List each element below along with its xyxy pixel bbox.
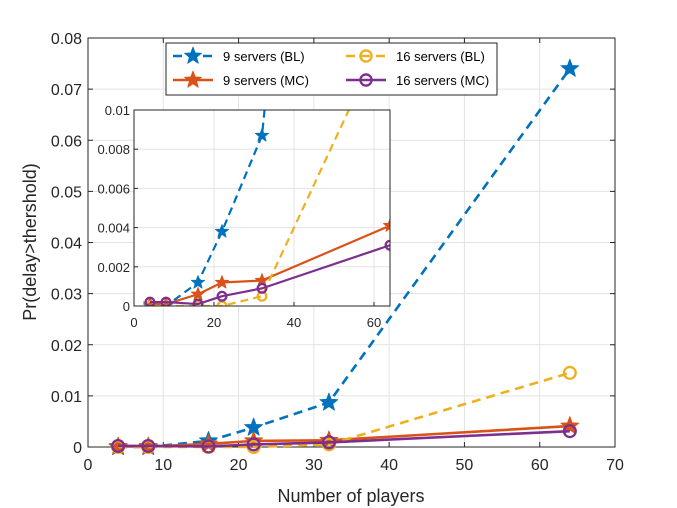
main-series — [108, 58, 580, 456]
series-line-1 — [118, 67, 571, 449]
legend — [165, 42, 498, 96]
inset-x-tick-label: 60 — [367, 315, 381, 330]
inset-data-point-s2 — [214, 275, 230, 289]
inset-data-point-s4 — [384, 239, 390, 251]
y-tick-label: 0.03 — [51, 287, 82, 304]
inset-data-point-s3 — [192, 300, 204, 306]
data-point-s3 — [562, 365, 577, 380]
y-tick-label: 0 — [73, 440, 82, 457]
legend-label-3: 16 servers (BL) — [396, 49, 485, 64]
inset-data-point-s2 — [382, 218, 390, 232]
x-tick-label: 10 — [154, 457, 172, 474]
x-tick-label: 30 — [305, 457, 323, 474]
data-point-s4 — [141, 438, 156, 454]
legend-items: 9 servers (BL) 16 servers (BL) 9 servers (… — [173, 46, 489, 88]
inset-data-point-s4 — [144, 296, 156, 306]
inset-y-tick-label: 0.008 — [97, 142, 130, 157]
y-tick-label: 0.08 — [51, 31, 82, 48]
y-tick-label: 0.06 — [51, 133, 82, 150]
legend-label-2: 9 servers (MC) — [223, 73, 309, 88]
main-ticks: 0 10 20 30 40 50 60 70 0 0.01 0.02 0.03 0.04 0.05 0.06… — [51, 31, 624, 474]
x-tick-label: 20 — [230, 457, 248, 474]
inset-series-line-3 — [150, 110, 351, 306]
inset-data-point-s1 — [190, 275, 206, 289]
legend-marker-3 — [359, 49, 373, 63]
data-point-s4 — [201, 439, 216, 454]
inset-clipped-series — [142, 110, 390, 306]
inset-grid — [134, 110, 390, 306]
x-tick-label: 70 — [606, 457, 624, 474]
inset-data-point-s4 — [216, 290, 228, 302]
inset-x-tick-label: 40 — [287, 315, 301, 330]
legend-marker-1 — [184, 46, 202, 64]
inset-data-point-s2 — [190, 286, 206, 301]
legend-label-1: 9 servers (BL) — [223, 49, 305, 64]
y-axis-label: Pr(delay>thershold) — [20, 163, 40, 321]
x-tick-label: 40 — [380, 457, 398, 474]
inset-data-point-s4 — [160, 296, 172, 306]
y-tick-label: 0.01 — [51, 389, 82, 406]
inset-series-line-1 — [150, 110, 266, 306]
data-point-s4 — [562, 424, 577, 439]
legend-marker-2 — [184, 70, 202, 88]
inset-series — [142, 110, 390, 306]
inset-y-tick-label: 0.002 — [97, 260, 130, 275]
data-point-s4 — [111, 438, 126, 454]
y-tick-label: 0.05 — [51, 184, 82, 201]
inset-y-tick-label: 0.004 — [97, 221, 130, 236]
legend-marker-4 — [359, 73, 373, 87]
y-tick-label: 0.04 — [51, 236, 82, 253]
inset-y-tick-label: 0.01 — [105, 103, 130, 118]
inset-data-point-s4 — [256, 282, 268, 294]
data-point-s1 — [560, 58, 580, 77]
data-point-s4 — [246, 437, 261, 452]
inset-y-tick-label: 0.006 — [97, 181, 130, 196]
x-tick-label: 50 — [456, 457, 474, 474]
inset-data-point-s1 — [254, 128, 270, 142]
data-point-s4 — [321, 435, 336, 450]
data-point-s1 — [319, 392, 339, 411]
x-tick-label: 0 — [84, 457, 93, 474]
series-line-3 — [118, 371, 571, 449]
y-tick-label: 0.07 — [51, 82, 82, 99]
inset-data-point-s1 — [214, 224, 230, 238]
inset-x-tick-label: 20 — [207, 315, 221, 330]
x-tick-label: 60 — [531, 457, 549, 474]
inset-y-tick-label: 0 — [123, 299, 130, 314]
inset-axes-box — [133, 109, 391, 307]
inset-data-point-s4 — [192, 298, 204, 306]
inset-x-tick-label: 0 — [130, 315, 137, 330]
y-tick-label: 0.02 — [51, 338, 82, 355]
inset-series-line-4 — [150, 244, 390, 306]
x-axis-label: Number of players — [277, 486, 424, 506]
legend-label-4: 16 servers (MC) — [396, 73, 489, 88]
inset-ticks: 0 20 40 60 0 0.002 0.004 0.006 0.008 0.01 — [97, 103, 381, 330]
